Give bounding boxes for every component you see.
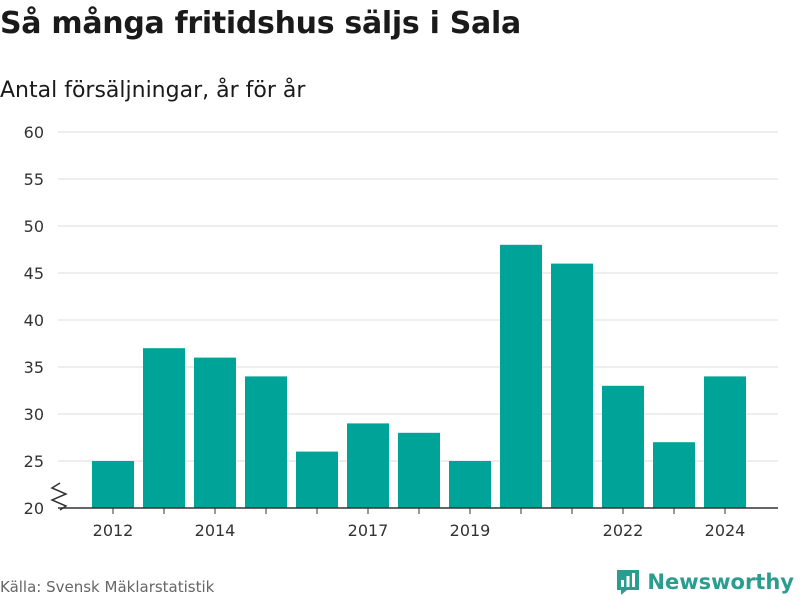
- x-tick-label: 2022: [603, 521, 644, 540]
- x-tick-label: 2012: [93, 521, 134, 540]
- grid-lines: [58, 131, 778, 462]
- bar-2023: [653, 442, 695, 508]
- y-tick-label: 35: [24, 358, 44, 377]
- newsworthy-logo-icon: [617, 570, 640, 595]
- y-tick-label: 20: [24, 499, 44, 518]
- x-tick-label: 2024: [705, 521, 746, 540]
- y-tick-label: 60: [24, 123, 44, 142]
- chart-subtitle: Antal försäljningar, år för år: [0, 78, 306, 103]
- bar-2017: [347, 423, 389, 508]
- y-tick-label: 50: [24, 217, 44, 236]
- bar-2012: [92, 461, 134, 508]
- bars: [92, 244, 746, 509]
- x-axis: 2012 2014 2017 2019 2022 2024: [50, 482, 778, 540]
- bar-2022: [602, 385, 644, 508]
- x-tick-label: 2014: [195, 521, 236, 540]
- y-tick-label: 45: [24, 264, 44, 283]
- y-tick-label: 30: [24, 405, 44, 424]
- x-tick-label: 2019: [450, 521, 491, 540]
- bar-2014: [194, 357, 236, 508]
- y-tick-label: 55: [24, 170, 44, 189]
- bar-2020: [500, 244, 542, 509]
- bar-2021: [551, 263, 593, 508]
- source-note: Källa: Svensk Mäklarstatistik: [0, 578, 215, 596]
- bar-2013: [143, 348, 185, 508]
- bar-2024: [704, 376, 746, 508]
- bar-2016: [296, 451, 338, 508]
- brand-logo: Newsworthy: [615, 568, 794, 596]
- x-tick-label: 2017: [348, 521, 389, 540]
- y-tick-label: 25: [24, 452, 44, 471]
- brand-name: Newsworthy: [647, 570, 794, 594]
- bar-2019: [449, 461, 491, 508]
- bar-2015: [245, 376, 287, 508]
- chart-title: Så många fritidshus säljs i Sala: [0, 6, 521, 41]
- y-axis-labels: 20 25 30 35 40 45 50 55 60: [24, 123, 44, 518]
- axis-break-icon: [50, 482, 68, 511]
- y-tick-label: 40: [24, 311, 44, 330]
- bar-2018: [398, 432, 440, 508]
- bar-chart: 2012 2014 2017 2019 2022 2024 20 25 30 35 40 45 50 5…: [24, 123, 778, 540]
